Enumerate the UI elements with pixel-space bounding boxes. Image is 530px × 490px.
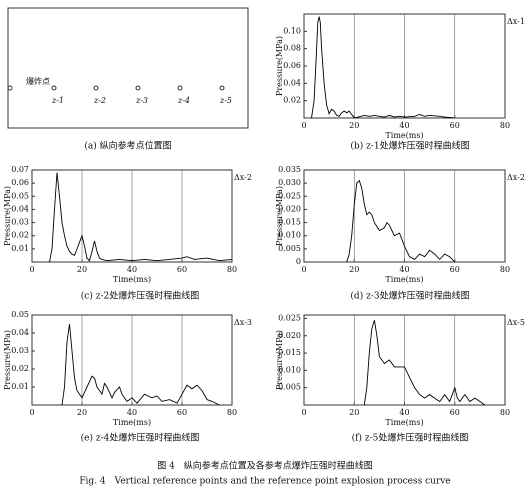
y-tick-label: 0.10 [283,26,301,35]
y-tick-label: 0.08 [283,44,301,53]
point-label: z-1 [51,96,64,105]
point-label: z-5 [219,96,232,105]
y-tick-label: 0.015 [278,348,301,357]
y-tick-label: 0.05 [11,310,29,319]
y-tick-label: 0.005 [278,383,301,392]
x-tick-label: 20 [349,408,359,417]
annotation: Δx-2 [507,173,525,182]
y-tick-label: 0.04 [11,328,29,337]
y-tick-label: 0.020 [278,204,301,213]
x-tick-label: 80 [500,408,510,417]
x-tick-label: 80 [500,265,510,274]
x-axis-label: Time(ms) [385,275,423,284]
y-tick-label: 0.06 [11,178,29,187]
panel-caption: (b) z-1处爆炸压强时程曲线图 [350,140,469,152]
diagram-frame [7,7,249,129]
pressure-line [346,179,456,263]
y-tick-label: 0.025 [278,313,301,322]
x-tick-label: 0 [301,265,306,274]
point-label: z-3 [135,96,148,105]
x-tick-label: 80 [500,121,510,130]
y-tick-label: 0.06 [283,61,301,70]
panel-caption: (d) z-3处爆炸压强时程曲线图 [350,290,469,302]
y-tick-label: 0.02 [11,364,29,373]
y-tick-label: 0.07 [11,165,29,174]
annotation: Δx-1 [507,17,525,26]
figure-caption: 图 4 纵向参考点位置及各参考点爆炸压强时程曲线图 [157,460,373,472]
x-tick-label: 20 [349,265,359,274]
x-tick-label: 60 [450,265,460,274]
y-axis-label: Pressure(MPa) [3,330,12,390]
x-tick-label: 0 [301,121,306,130]
annotation: Δx-5 [507,318,525,327]
y-tick-label: 0.01 [11,382,29,391]
x-tick-label: 20 [77,265,87,274]
x-tick-label: 60 [450,121,460,130]
x-tick-label: 80 [227,265,237,274]
pressure-line [49,172,233,263]
y-tick-label: 0.005 [278,244,301,253]
point-label: z-2 [93,96,106,105]
y-tick-label: 0.030 [278,178,301,187]
x-axis-label: Time(ms) [113,275,151,284]
x-tick-label: 40 [127,408,137,417]
x-tick-label: 60 [177,265,187,274]
y-tick-label: 0.020 [278,331,301,340]
x-tick-label: 40 [399,265,409,274]
x-tick-label: 80 [227,408,237,417]
pressure-line [311,16,455,119]
y-tick-label: 0.015 [278,218,301,227]
y-tick-label: 0.01 [11,244,29,253]
y-tick-label: 0.05 [11,191,29,200]
y-tick-label: 0.035 [278,165,301,174]
y-axis-label: Pressure(MPa) [275,186,284,246]
x-axis-label: Time(ms) [385,418,423,427]
x-axis-label: Time(ms) [113,418,151,427]
x-tick-label: 60 [177,408,187,417]
y-tick-label: 0.03 [11,218,29,227]
y-tick-label: 0.04 [283,78,301,87]
figure-caption-en: Fig. 4 Vertical reference points and the… [79,477,450,487]
y-tick-label: 0.03 [11,346,29,355]
reference-point [219,85,225,91]
pressure-line [61,323,220,406]
x-tick-label: 40 [399,121,409,130]
y-tick-label: 0.02 [283,96,301,105]
panel-caption: (c) z-2处爆炸压强时程曲线图 [81,290,199,302]
panel-caption: (e) z-4处爆炸压强时程曲线图 [81,432,200,444]
y-tick-label: 0.010 [278,365,301,374]
y-tick-label: 0 [296,257,301,266]
y-axis-label: Pressure(MPa) [275,36,284,96]
y-tick-label: 0.02 [11,231,29,240]
y-tick-label: 0.04 [11,204,29,213]
x-tick-label: 0 [29,265,34,274]
x-tick-label: 0 [29,408,34,417]
y-tick-label: 0.010 [278,231,301,240]
reference-point [93,85,99,91]
reference-point [135,85,141,91]
annotation: Δx-2 [234,173,252,182]
x-tick-label: 60 [450,408,460,417]
panel-caption: (a) 纵向参考点位置图 [84,140,171,152]
y-tick-label: 0.025 [278,191,301,200]
x-tick-label: 20 [349,121,359,130]
point-label: z-4 [177,96,190,105]
x-tick-label: 20 [77,408,87,417]
x-tick-label: 40 [127,265,137,274]
pressure-line [363,320,486,406]
panel-caption: (f) z-5处爆炸压强时程曲线图 [352,432,469,444]
explosion-point [7,85,13,91]
y-axis-label: Pressure(MPa) [3,186,12,246]
annotation: Δx-3 [234,318,252,327]
panel-a: 爆炸点 z-1 z-2 z-3 z-4 z-5 (a) 纵向参考点位置图 [7,7,249,152]
y-axis-label: Pressure(MPa) [275,330,284,390]
reference-point [51,85,57,91]
reference-point [177,85,183,91]
source-label: 爆炸点 [26,76,50,86]
x-axis-label: Time(ms) [385,131,423,140]
x-tick-label: 0 [301,408,306,417]
x-tick-label: 40 [399,408,409,417]
